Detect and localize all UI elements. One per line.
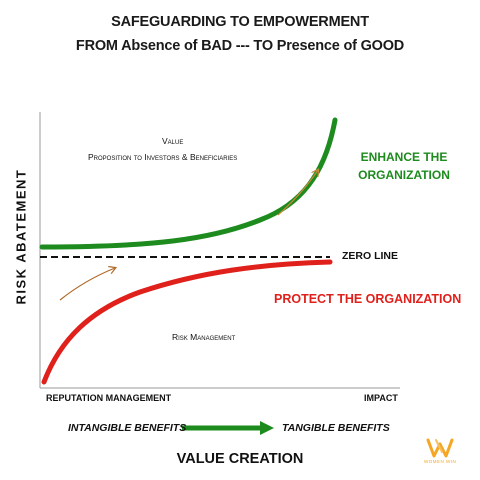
- y-axis-title: RISK ABATEMENT: [13, 168, 29, 305]
- value-label: Value: [162, 136, 184, 146]
- risk-management-label: Risk Management: [172, 332, 236, 342]
- enhance-direction-arrow: [277, 170, 318, 216]
- enhance-label: ENHANCE THE ORGANIZATION: [352, 148, 456, 184]
- benefits-arrow-head: [260, 421, 274, 435]
- enhance-curve: [39, 117, 338, 250]
- tangible-benefits-label: TANGIBLE BENEFITS: [282, 422, 390, 434]
- page-subtitle: FROM Absence of BAD --- TO Presence of G…: [75, 38, 405, 54]
- logo-text: WOMEN WIN: [424, 459, 457, 464]
- value-creation-title: VALUE CREATION: [176, 451, 304, 467]
- x-axis-right-label: IMPACT: [364, 393, 398, 403]
- enhance-label-line1: ENHANCE THE: [360, 150, 448, 164]
- protect-direction-arrow: [59, 268, 115, 301]
- x-axis-left-label: REPUTATION MANAGEMENT: [46, 393, 172, 403]
- ww-logo-icon: [426, 438, 454, 458]
- value-proposition-label: Proposition to Investors & Beneficiaries: [88, 152, 238, 162]
- page-title: SAFEGUARDING TO EMPOWERMENT: [111, 14, 369, 30]
- enhance-label-line2: ORGANIZATION: [358, 168, 450, 182]
- zero-line-label: ZERO LINE: [342, 250, 399, 262]
- protect-label: PROTECT THE ORGANIZATION: [274, 292, 462, 306]
- intangible-benefits-label: INTANGIBLE BENEFITS: [68, 422, 187, 434]
- protect-curve: [41, 259, 333, 385]
